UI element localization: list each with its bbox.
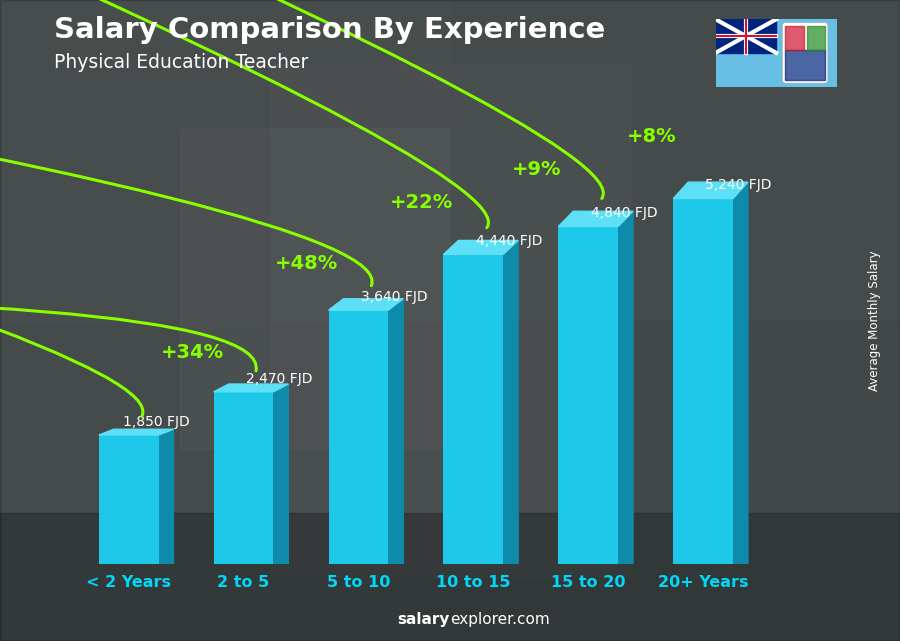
FancyBboxPatch shape xyxy=(328,310,388,564)
Text: +22%: +22% xyxy=(391,192,454,212)
Polygon shape xyxy=(328,299,403,310)
Bar xyxy=(0,513,900,641)
Text: 1,850 FJD: 1,850 FJD xyxy=(123,415,190,429)
Text: +48%: +48% xyxy=(275,254,338,273)
Text: 5,240 FJD: 5,240 FJD xyxy=(706,178,772,192)
Polygon shape xyxy=(158,429,174,564)
Polygon shape xyxy=(213,384,288,392)
FancyBboxPatch shape xyxy=(99,435,158,564)
Bar xyxy=(806,26,824,49)
Text: +34%: +34% xyxy=(160,343,224,362)
Polygon shape xyxy=(733,182,748,564)
Text: Physical Education Teacher: Physical Education Teacher xyxy=(54,53,309,72)
Text: explorer.com: explorer.com xyxy=(450,612,550,627)
FancyBboxPatch shape xyxy=(673,199,733,564)
Polygon shape xyxy=(558,212,633,226)
Polygon shape xyxy=(673,182,748,199)
Text: 2,470 FJD: 2,470 FJD xyxy=(246,372,312,385)
FancyBboxPatch shape xyxy=(558,226,618,564)
Polygon shape xyxy=(618,212,633,564)
Text: Salary Comparison By Experience: Salary Comparison By Experience xyxy=(54,16,605,44)
Text: salary: salary xyxy=(398,612,450,627)
Bar xyxy=(450,320,900,641)
Bar xyxy=(716,19,776,53)
Polygon shape xyxy=(503,240,518,564)
Polygon shape xyxy=(388,299,403,564)
Text: 4,840 FJD: 4,840 FJD xyxy=(590,206,657,221)
FancyBboxPatch shape xyxy=(782,22,828,83)
Bar xyxy=(786,26,804,49)
Text: 4,440 FJD: 4,440 FJD xyxy=(476,234,542,248)
Bar xyxy=(786,49,824,79)
FancyBboxPatch shape xyxy=(213,392,274,564)
Text: 3,640 FJD: 3,640 FJD xyxy=(361,290,428,304)
Text: +8%: +8% xyxy=(627,128,677,146)
Polygon shape xyxy=(99,429,174,435)
Bar xyxy=(180,128,450,449)
Bar xyxy=(0,0,450,320)
Text: +9%: +9% xyxy=(512,160,562,179)
Polygon shape xyxy=(444,240,518,254)
Text: Average Monthly Salary: Average Monthly Salary xyxy=(868,250,881,391)
FancyBboxPatch shape xyxy=(444,254,503,564)
Bar xyxy=(270,64,630,577)
Polygon shape xyxy=(274,384,288,564)
